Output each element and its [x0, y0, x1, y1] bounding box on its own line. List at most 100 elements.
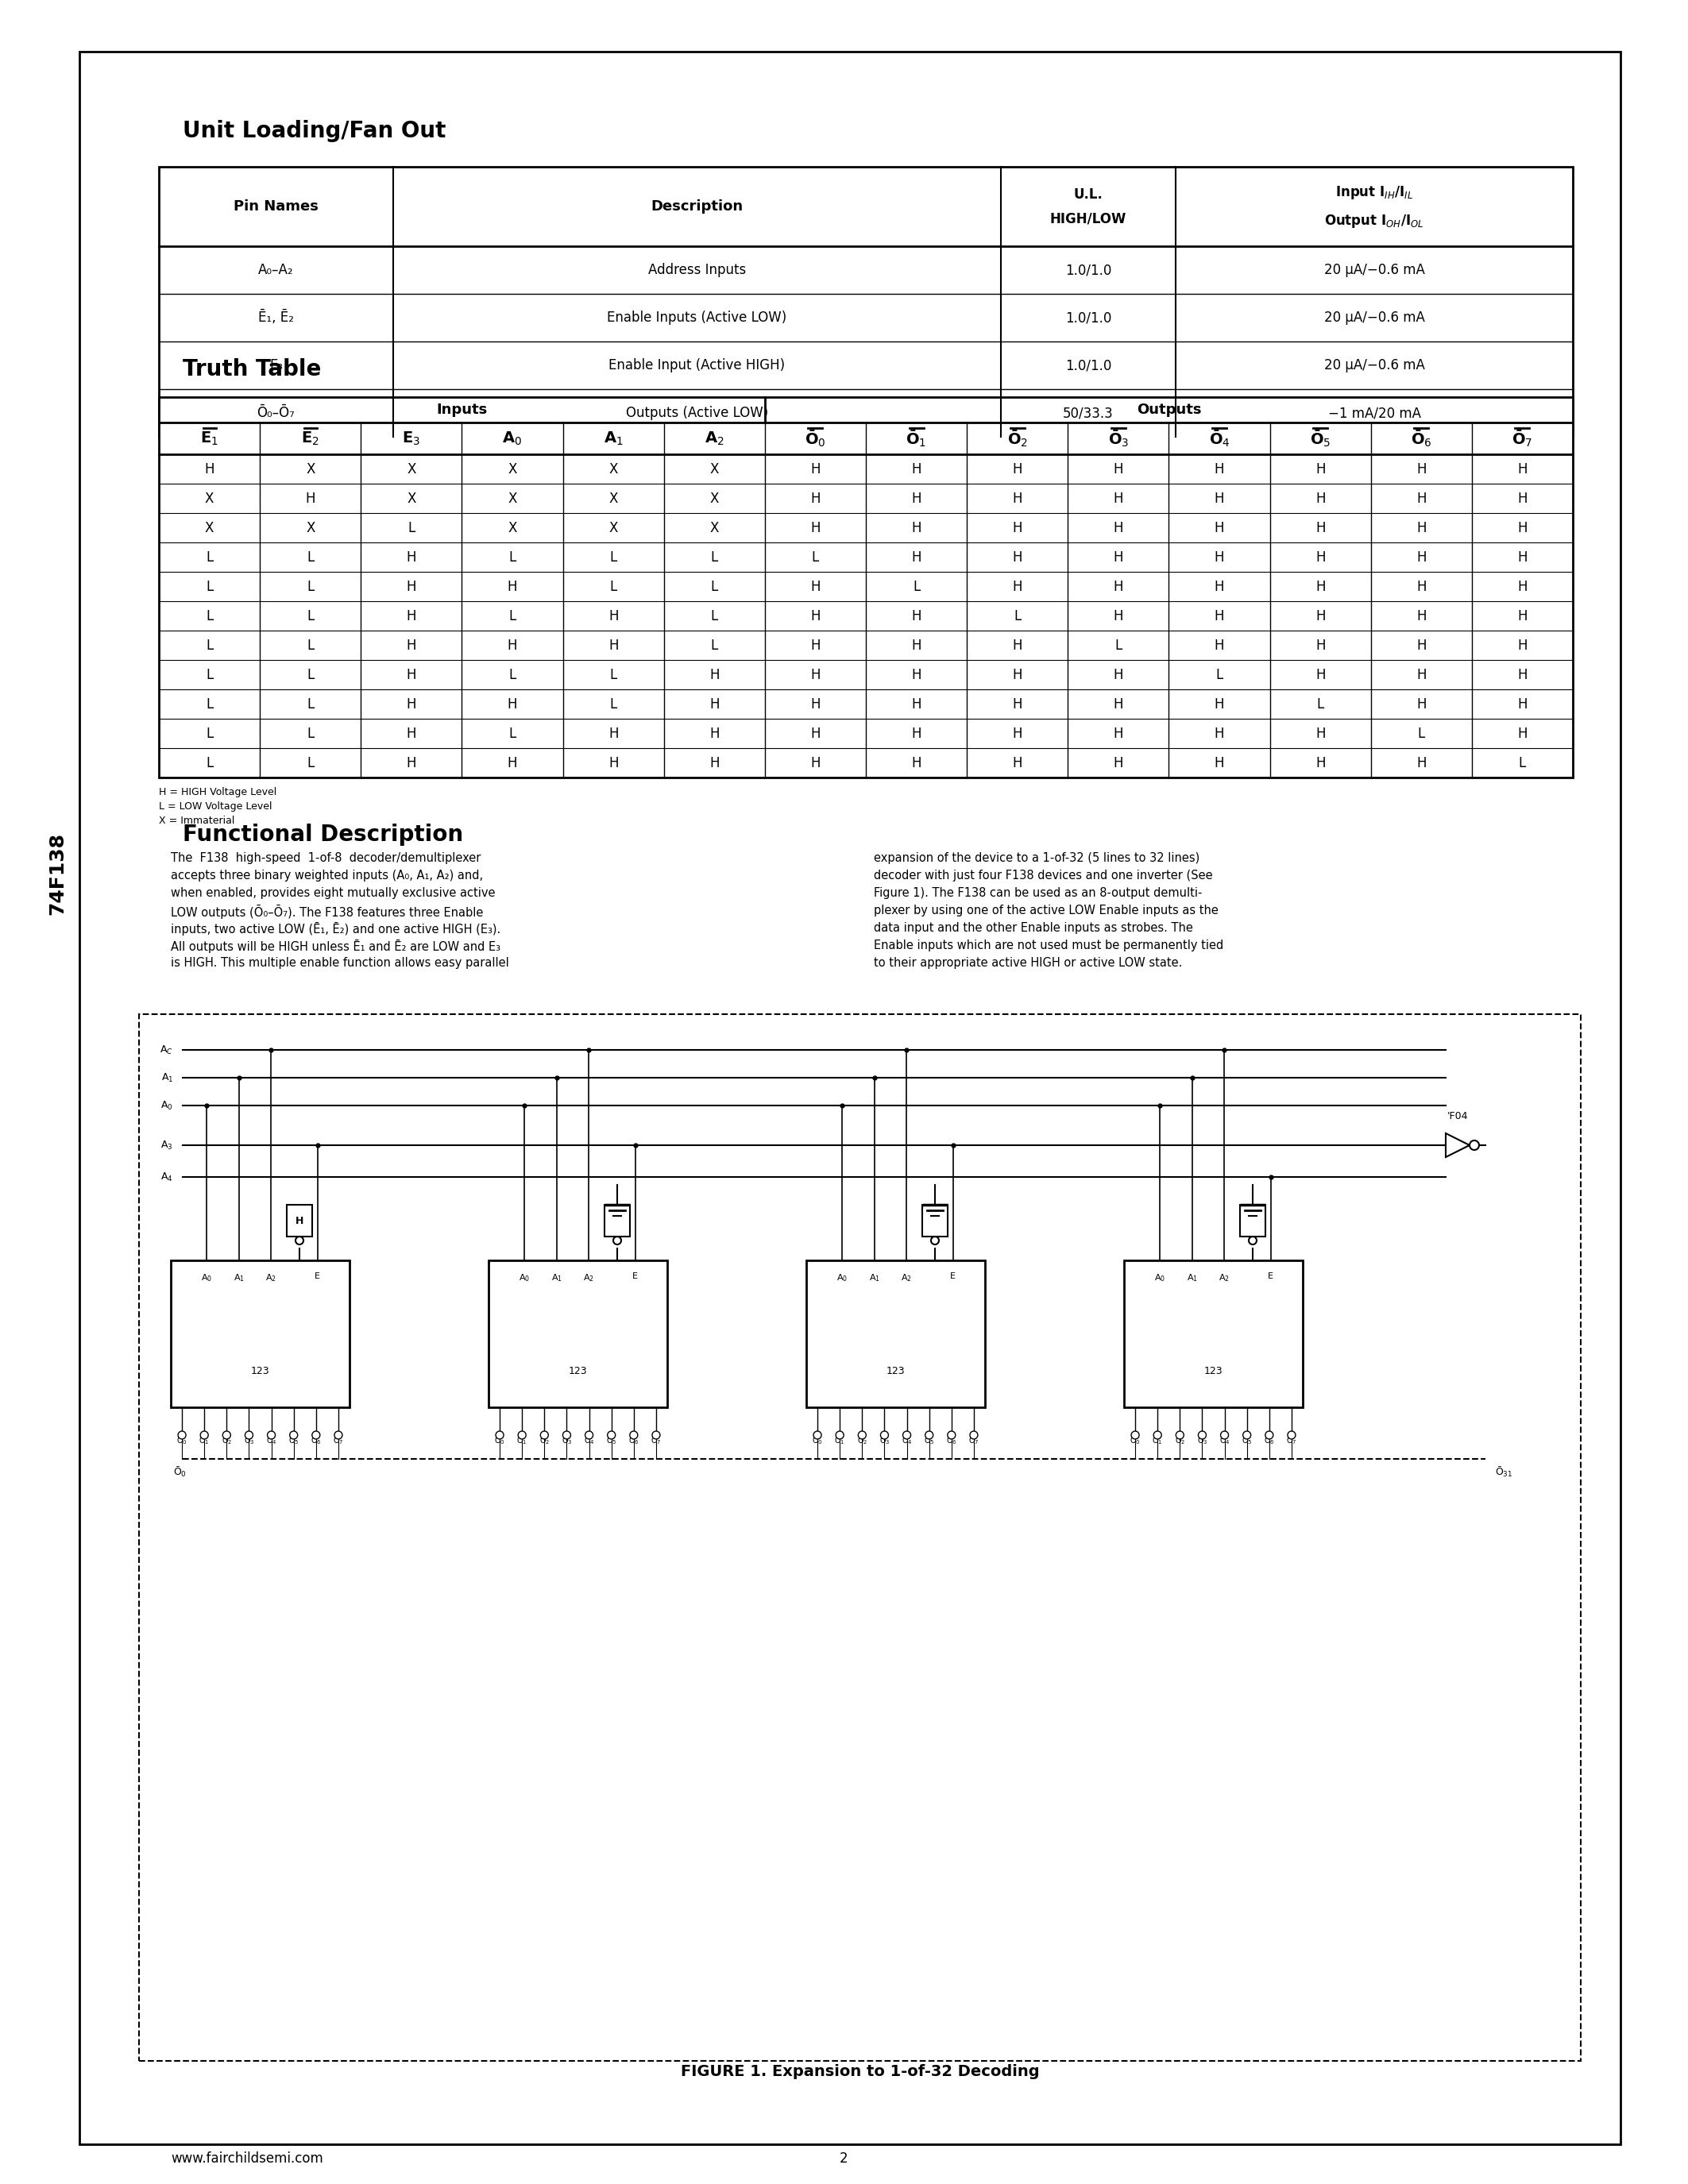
Text: 1.0/1.0: 1.0/1.0: [1065, 310, 1111, 325]
Text: 123: 123: [886, 1367, 905, 1376]
Bar: [170, 1260, 349, 1406]
Text: H: H: [912, 520, 922, 535]
Bar: [159, 397, 1573, 778]
Text: H: H: [1214, 461, 1224, 476]
Text: H: H: [1114, 520, 1123, 535]
Text: www.fairchildsemi.com: www.fairchildsemi.com: [170, 2151, 322, 2167]
Text: H: H: [1416, 550, 1426, 563]
Text: Outputs (Active LOW): Outputs (Active LOW): [626, 406, 768, 419]
Text: H: H: [1013, 461, 1023, 476]
Text: Input I$_{IH}$/I$_{IL}$: Input I$_{IH}$/I$_{IL}$: [1335, 183, 1413, 201]
Text: 1.0/1.0: 1.0/1.0: [1065, 358, 1111, 373]
Text: X: X: [609, 520, 618, 535]
Text: Address Inputs: Address Inputs: [648, 262, 746, 277]
Text: X: X: [306, 461, 316, 476]
Text: A$_1$: A$_1$: [160, 1072, 174, 1083]
Text: H: H: [1114, 756, 1123, 771]
Text: O$_2$: O$_2$: [221, 1435, 231, 1446]
Circle shape: [496, 1431, 503, 1439]
Text: L: L: [307, 550, 314, 563]
Text: E: E: [950, 1273, 955, 1280]
Text: X: X: [711, 520, 719, 535]
Text: L: L: [609, 579, 618, 594]
Circle shape: [814, 1431, 822, 1439]
Text: H: H: [810, 520, 820, 535]
Text: H: H: [1114, 491, 1123, 505]
Bar: [604, 1206, 630, 1236]
Text: A$_0$: A$_0$: [837, 1273, 847, 1284]
Text: Ō$_0$: Ō$_0$: [805, 428, 825, 448]
Text: H: H: [407, 697, 417, 712]
Text: H: H: [608, 756, 618, 771]
Text: L: L: [711, 579, 717, 594]
Text: O$_7$: O$_7$: [1286, 1435, 1296, 1446]
Text: L: L: [913, 579, 920, 594]
Text: L: L: [206, 697, 213, 712]
Text: L: L: [508, 668, 517, 681]
Text: A$_2$: A$_2$: [704, 430, 724, 448]
Text: H: H: [1416, 579, 1426, 594]
Text: H: H: [1013, 756, 1023, 771]
Text: H: H: [1214, 609, 1224, 622]
Text: L: L: [206, 579, 213, 594]
Circle shape: [562, 1431, 571, 1439]
Text: L: L: [1014, 609, 1021, 622]
Text: decoder with just four F138 devices and one inverter (See: decoder with just four F138 devices and …: [874, 869, 1212, 882]
Text: X: X: [508, 520, 517, 535]
Text: H: H: [1518, 727, 1528, 740]
Text: L: L: [508, 609, 517, 622]
Text: L: L: [1418, 727, 1425, 740]
Bar: [287, 1206, 312, 1236]
Text: E$_1$: E$_1$: [201, 430, 218, 448]
Text: H: H: [1416, 491, 1426, 505]
Text: H: H: [810, 579, 820, 594]
Text: 1.0/1.0: 1.0/1.0: [1065, 262, 1111, 277]
Text: H: H: [1315, 550, 1325, 563]
Text: H: H: [508, 697, 517, 712]
Text: O$_6$: O$_6$: [945, 1435, 957, 1446]
Text: X: X: [711, 461, 719, 476]
Text: H: H: [1518, 550, 1528, 563]
Text: H: H: [1416, 609, 1426, 622]
Text: Ō$_{31}$: Ō$_{31}$: [1496, 1465, 1512, 1479]
Text: H: H: [912, 756, 922, 771]
Bar: [159, 166, 1573, 437]
Text: X: X: [609, 491, 618, 505]
Circle shape: [518, 1431, 527, 1439]
Text: when enabled, provides eight mutually exclusive active: when enabled, provides eight mutually ex…: [170, 887, 495, 900]
Text: H = HIGH Voltage Level: H = HIGH Voltage Level: [159, 786, 277, 797]
Text: H: H: [912, 727, 922, 740]
Text: H: H: [1214, 638, 1224, 653]
Text: 74F138: 74F138: [47, 832, 68, 915]
Bar: [922, 1206, 947, 1236]
Text: Enable Inputs (Active LOW): Enable Inputs (Active LOW): [608, 310, 787, 325]
Text: L: L: [206, 609, 213, 622]
Text: 20 μA/−0.6 mA: 20 μA/−0.6 mA: [1323, 358, 1425, 373]
Text: H: H: [912, 609, 922, 622]
Text: All outputs will be HIGH unless Ē₁ and Ē₂ are LOW and E₃: All outputs will be HIGH unless Ē₁ and Ē…: [170, 939, 500, 952]
Text: L: L: [307, 756, 314, 771]
Text: O$_0$: O$_0$: [812, 1435, 822, 1446]
Text: H: H: [508, 756, 517, 771]
Text: E₃: E₃: [270, 358, 284, 373]
Text: H: H: [1114, 550, 1123, 563]
Circle shape: [858, 1431, 866, 1439]
Text: H: H: [407, 579, 417, 594]
Text: O$_7$: O$_7$: [969, 1435, 979, 1446]
Text: H: H: [1315, 579, 1325, 594]
Text: H: H: [810, 491, 820, 505]
Text: L: L: [206, 550, 213, 563]
Circle shape: [903, 1431, 912, 1439]
Text: H: H: [1214, 491, 1224, 505]
Circle shape: [652, 1431, 660, 1439]
Text: X: X: [711, 491, 719, 505]
Bar: [138, 1013, 1580, 2062]
Text: H: H: [810, 756, 820, 771]
Text: H: H: [912, 668, 922, 681]
Text: A$_2$: A$_2$: [582, 1273, 594, 1284]
Text: Ō$_1$: Ō$_1$: [906, 428, 927, 448]
Text: H: H: [306, 491, 316, 505]
Text: H: H: [1114, 727, 1123, 740]
Text: A$_1$: A$_1$: [604, 430, 623, 448]
Text: O$_1$: O$_1$: [517, 1435, 527, 1446]
